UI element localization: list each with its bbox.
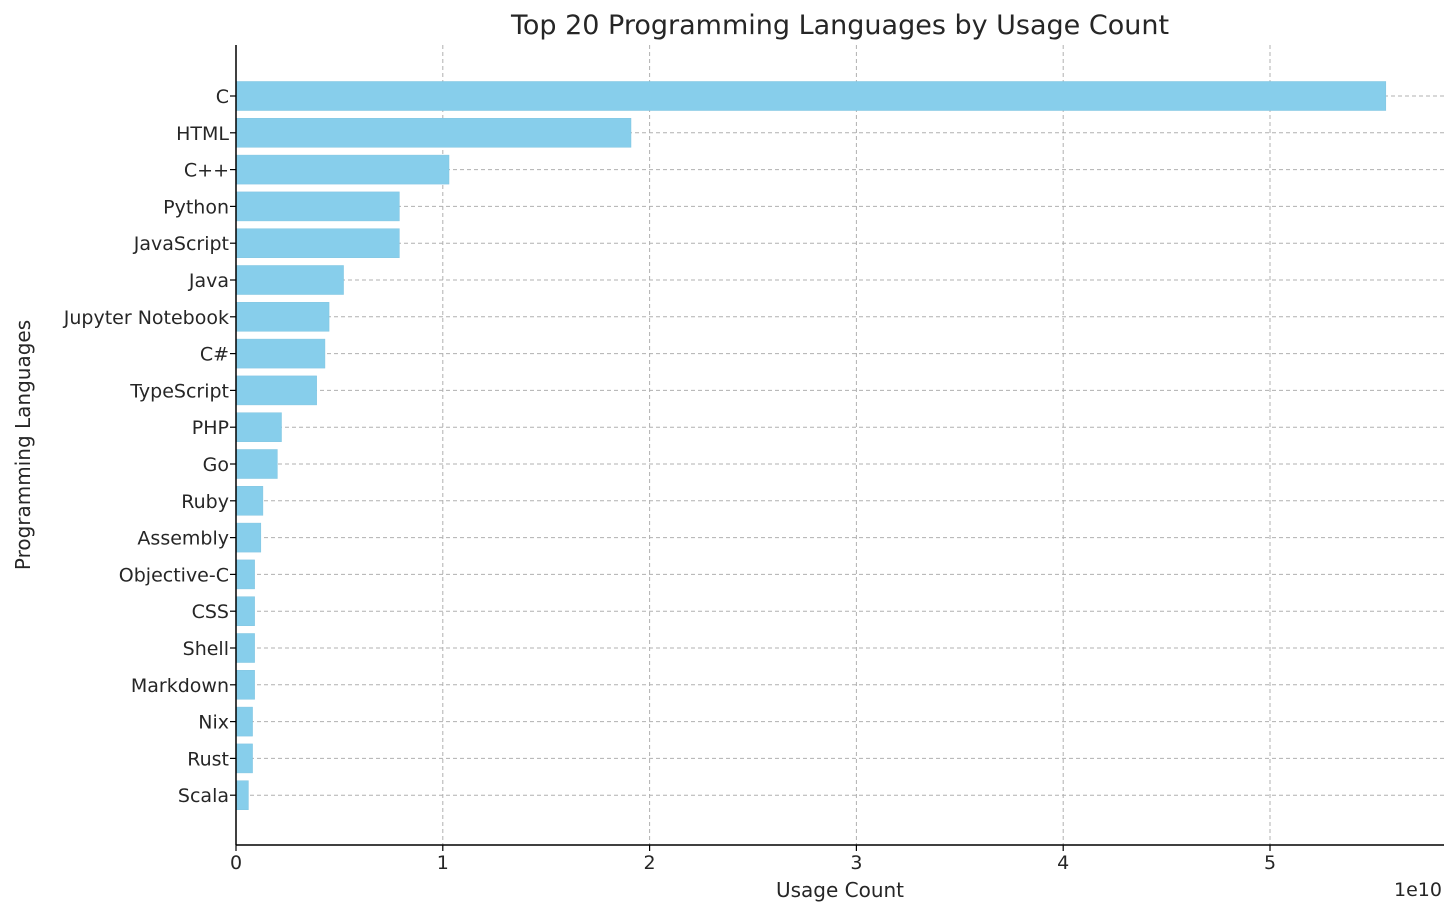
bar — [235, 118, 632, 148]
x-tick-label: 5 — [1264, 852, 1276, 874]
bar — [235, 338, 326, 369]
bar — [235, 302, 330, 332]
bar — [235, 375, 317, 406]
chart-title: Top 20 Programming Languages by Usage Co… — [510, 10, 1169, 41]
y-tick-label: PHP — [192, 417, 229, 439]
y-tick-label: C — [216, 86, 229, 108]
bar — [235, 449, 278, 479]
bar — [235, 633, 255, 663]
x-tick-label: 1 — [437, 852, 449, 874]
y-axis-label: Programming Languages — [11, 320, 35, 570]
bar — [235, 154, 450, 185]
y-tick-label: TypeScript — [129, 380, 229, 402]
bar — [235, 412, 282, 442]
y-tick-label: Go — [203, 454, 229, 476]
bar — [235, 191, 400, 222]
y-tick-label: HTML — [176, 123, 229, 145]
y-tick-label: C# — [200, 344, 229, 366]
bar — [235, 486, 264, 516]
bar — [235, 670, 255, 700]
bar — [235, 265, 344, 295]
y-tick-label: Assembly — [137, 528, 229, 550]
bars — [235, 81, 1387, 810]
bar — [235, 780, 249, 810]
y-tick-label: Shell — [183, 638, 229, 660]
bar — [235, 81, 1387, 111]
x-axis-offset-label: 1e10 — [1394, 879, 1442, 901]
x-tick-label: 0 — [230, 852, 242, 874]
y-tick-label: CSS — [192, 601, 229, 623]
bar — [235, 522, 262, 553]
y-tick-label: JavaScript — [133, 233, 229, 255]
x-tick-label: 3 — [850, 852, 862, 874]
y-tick-label: Ruby — [181, 491, 229, 513]
x-axis-label: Usage Count — [776, 878, 904, 902]
bar — [235, 706, 253, 737]
y-tick-label: Rust — [187, 748, 229, 770]
y-tick-label: Python — [163, 196, 229, 218]
bar — [235, 596, 255, 626]
x-tick-label: 4 — [1057, 852, 1069, 874]
x-tick-label: 2 — [644, 852, 656, 874]
y-tick-label: Java — [188, 270, 229, 292]
bar — [235, 228, 400, 258]
bar — [235, 743, 253, 774]
y-tick-label: Scala — [178, 785, 229, 807]
y-tick-label: Markdown — [131, 675, 229, 697]
y-tick-label: Nix — [198, 712, 229, 734]
y-ticks: C HTML C++ Python JavaScript Java Jupyter Note… — [63, 86, 236, 807]
x-ticks: 0 1 2 3 4 5 — [230, 845, 1276, 874]
y-tick-label: C++ — [184, 160, 229, 182]
axes — [235, 45, 1444, 846]
bar — [235, 559, 255, 590]
y-tick-label: Objective-C — [119, 564, 229, 586]
y-tick-label: Jupyter Notebook — [63, 307, 229, 329]
